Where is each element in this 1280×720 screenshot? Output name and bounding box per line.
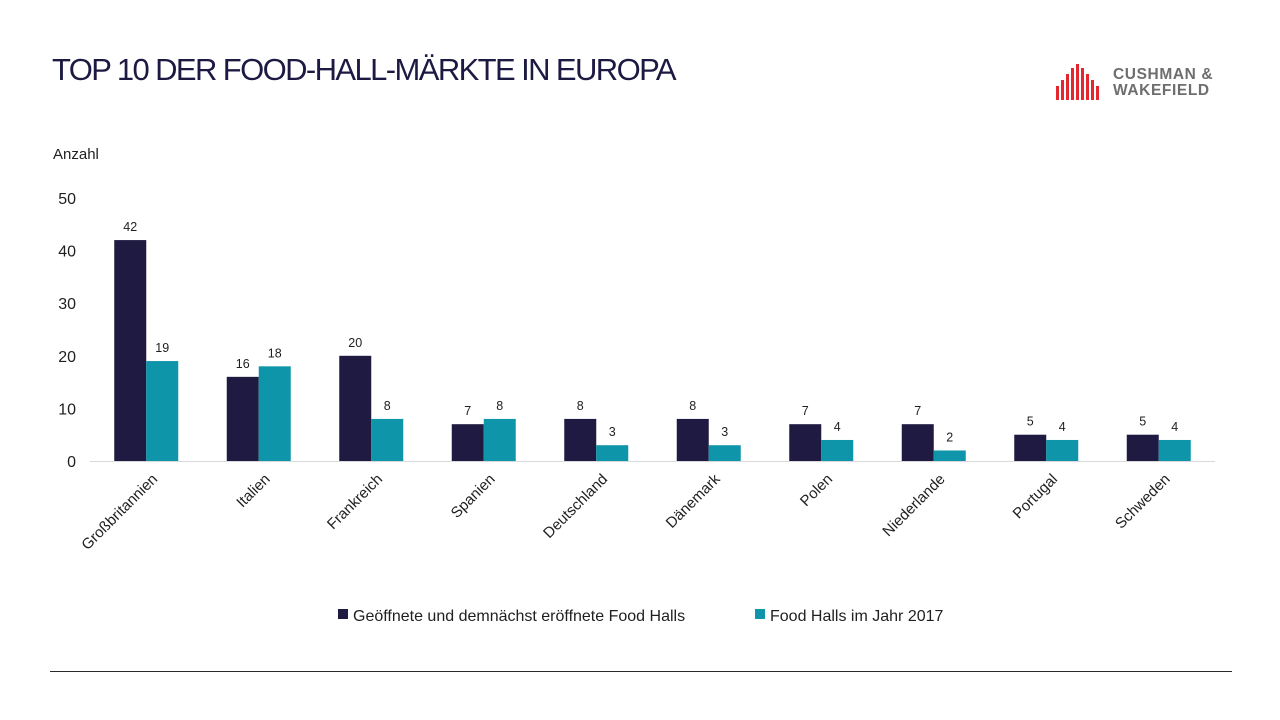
logo-bar	[1071, 68, 1074, 100]
y-tick-label: 10	[58, 401, 76, 418]
data-label: 16	[236, 357, 250, 371]
x-tick-label: Niederlande	[879, 471, 948, 540]
legend-label: Food Halls im Jahr 2017	[770, 608, 944, 625]
x-tick-label: Portugal	[1010, 471, 1062, 523]
logo-line-2: WAKEFIELD	[1113, 82, 1210, 99]
logo-bar	[1081, 68, 1084, 100]
bar	[1126, 434, 1159, 461]
logo-bar	[1056, 86, 1059, 100]
y-axis-ticks: 0 10 20 30 40 50	[58, 191, 76, 471]
logo-bar	[1061, 80, 1064, 100]
logo-wordmark: CUSHMAN & WAKEFIELD	[1113, 67, 1213, 99]
bar	[146, 361, 179, 461]
bar	[258, 366, 291, 461]
data-label: 7	[914, 404, 921, 418]
data-label: 7	[802, 404, 809, 418]
bar	[339, 355, 372, 461]
page-title: TOP 10 DER FOOD-HALL-MÄRKTE IN EUROPA	[52, 52, 677, 87]
bar	[789, 424, 822, 461]
data-label: 5	[1027, 415, 1034, 429]
logo-line-1: CUSHMAN &	[1113, 66, 1214, 83]
data-label: 18	[268, 346, 282, 360]
data-label: 4	[1059, 420, 1066, 434]
legend-swatch	[338, 609, 348, 619]
bar	[226, 376, 259, 461]
x-axis-tick-labels: Großbritannien Italien Frankreich Spanien De…	[78, 470, 1173, 553]
data-label: 5	[1139, 415, 1146, 429]
chart-data-labels: 42 19 16 18 20 8 7 8 8 3 8 3 7 4 7 2 5 4 5 4	[123, 220, 1178, 444]
data-label: 8	[496, 399, 503, 413]
data-label: 19	[155, 341, 169, 355]
legend-swatch	[755, 609, 765, 619]
data-label: 20	[348, 336, 362, 350]
data-label: 4	[834, 420, 841, 434]
x-tick-label: Deutschland	[540, 471, 611, 542]
x-tick-label: Schweden	[1112, 471, 1174, 533]
bar	[901, 424, 934, 461]
bar	[1046, 439, 1079, 461]
x-tick-label: Frankreich	[324, 471, 386, 533]
bar	[821, 439, 854, 461]
bar	[1014, 434, 1047, 461]
y-tick-label: 40	[58, 244, 76, 261]
data-label: 4	[1171, 420, 1178, 434]
bar	[708, 445, 741, 461]
company-logo: CUSHMAN & WAKEFIELD	[1054, 62, 1244, 104]
footer-divider	[50, 671, 1232, 672]
logo-bar	[1086, 74, 1089, 100]
x-tick-label: Großbritannien	[78, 471, 161, 554]
bar	[451, 424, 484, 461]
bar	[564, 418, 597, 461]
logo-mark-icon	[1056, 64, 1099, 100]
y-tick-label: 0	[67, 454, 76, 471]
y-tick-label: 20	[58, 349, 76, 366]
logo-bar	[1066, 74, 1069, 100]
x-tick-label: Spanien	[448, 471, 499, 522]
data-label: 8	[689, 399, 696, 413]
x-tick-label: Italien	[233, 471, 273, 511]
logo-bar	[1091, 80, 1094, 100]
y-axis-label: Anzahl	[53, 146, 99, 163]
x-tick-label: Dänemark	[663, 470, 724, 531]
legend-label: Geöffnete und demnächst eröffnete Food H…	[353, 608, 685, 625]
bar	[933, 450, 966, 461]
y-tick-label: 30	[58, 296, 76, 313]
logo-bar	[1096, 86, 1099, 100]
x-tick-label: Polen	[797, 471, 836, 510]
data-label: 3	[609, 425, 616, 439]
data-label: 42	[123, 220, 137, 234]
data-label: 8	[384, 399, 391, 413]
data-label: 7	[464, 404, 471, 418]
bar	[1158, 439, 1191, 461]
data-label: 8	[577, 399, 584, 413]
bar	[676, 418, 709, 461]
chart-bars	[114, 240, 1191, 461]
data-label: 2	[946, 430, 953, 444]
data-label: 3	[721, 425, 728, 439]
bar	[596, 445, 629, 461]
bar	[371, 418, 404, 461]
bar	[483, 418, 516, 461]
y-tick-label: 50	[58, 191, 76, 208]
logo-bar	[1076, 64, 1079, 100]
chart-legend: Geöffnete und demnächst eröffnete Food H…	[338, 608, 944, 625]
bar	[114, 240, 147, 461]
